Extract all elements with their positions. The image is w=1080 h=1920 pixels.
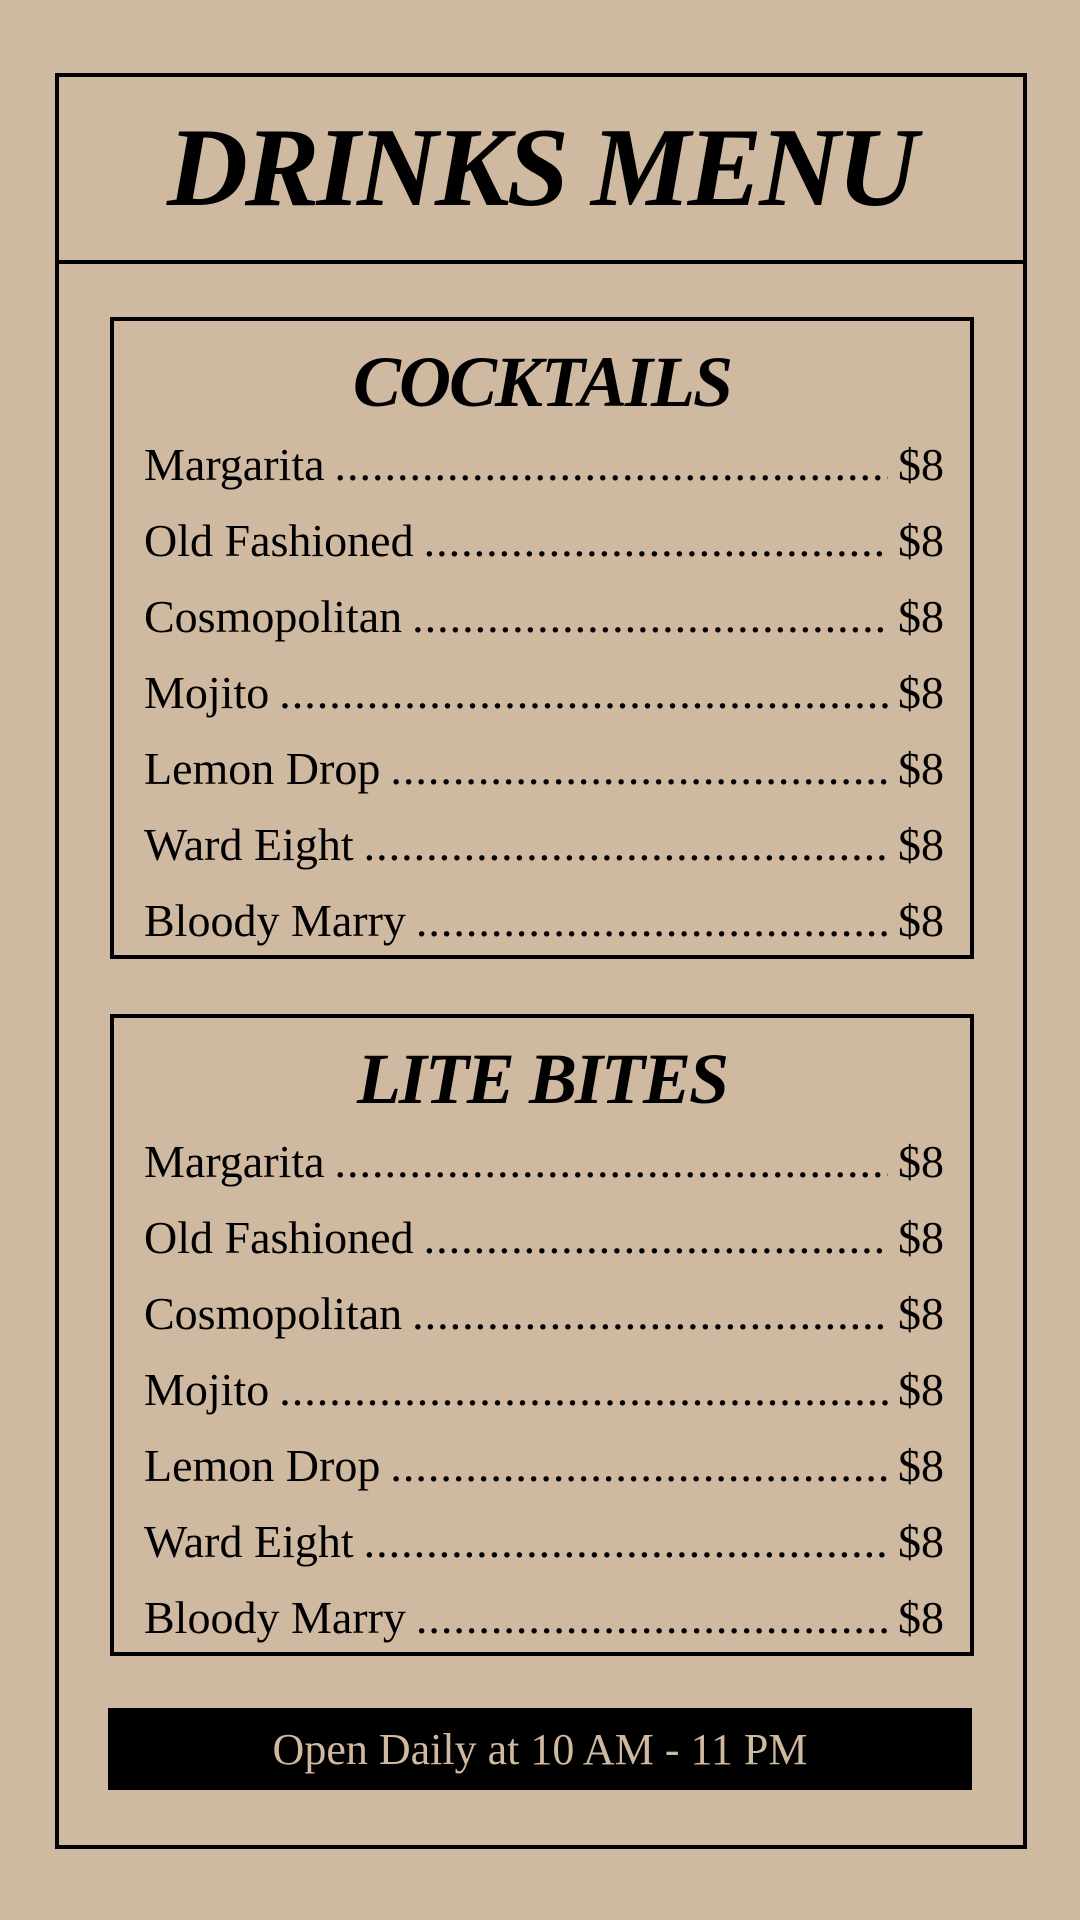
dot-leader <box>335 1124 888 1200</box>
item-price: $8 <box>898 743 944 794</box>
item-price: $8 <box>898 439 944 490</box>
dot-leader <box>364 1504 888 1580</box>
menu-item: Bloody Marry $8 <box>144 883 944 959</box>
dot-leader <box>416 1580 888 1656</box>
section-title: LITE BITES <box>356 1039 729 1119</box>
item-name: Cosmopolitan <box>144 1288 403 1339</box>
dot-leader <box>390 731 888 807</box>
dot-leader <box>335 427 888 503</box>
item-name: Old Fashioned <box>144 515 414 566</box>
dot-leader <box>416 883 888 959</box>
item-price: $8 <box>898 591 944 642</box>
item-name: Margarita <box>144 439 325 490</box>
menu-item: Cosmopolitan $8 <box>144 579 944 655</box>
menu-item: Mojito $8 <box>144 655 944 731</box>
menu-item: Lemon Drop $8 <box>144 1428 944 1504</box>
item-price: $8 <box>898 819 944 870</box>
dot-leader <box>412 579 888 655</box>
item-name: Old Fashioned <box>144 1212 414 1263</box>
section-title: COCKTAILS <box>352 342 733 422</box>
menu-item: Old Fashioned $8 <box>144 1200 944 1276</box>
item-price: $8 <box>898 515 944 566</box>
dot-leader <box>424 503 888 579</box>
dot-leader <box>364 807 888 883</box>
item-price: $8 <box>898 1136 944 1187</box>
item-list: Margarita $8 Old Fashioned $8 Cosmopolitan $8… <box>144 427 944 959</box>
menu-item: Old Fashioned $8 <box>144 503 944 579</box>
item-price: $8 <box>898 1440 944 1491</box>
item-name: Margarita <box>144 1136 325 1187</box>
menu-item: Ward Eight $8 <box>144 807 944 883</box>
dot-leader <box>412 1276 888 1352</box>
menu-item: Mojito $8 <box>144 1352 944 1428</box>
menu-item: Margarita $8 <box>144 427 944 503</box>
item-price: $8 <box>898 1364 944 1415</box>
menu-item: Lemon Drop $8 <box>144 731 944 807</box>
item-name: Bloody Marry <box>144 1592 406 1643</box>
item-price: $8 <box>898 1212 944 1263</box>
item-name: Mojito <box>144 667 270 718</box>
item-price: $8 <box>898 1288 944 1339</box>
item-name: Mojito <box>144 1364 270 1415</box>
title-row: DRINKS MENU <box>59 77 1023 264</box>
menu-item: Ward Eight $8 <box>144 1504 944 1580</box>
page-title: DRINKS MENU <box>166 106 918 230</box>
item-name: Lemon Drop <box>144 743 381 794</box>
dot-leader <box>279 1352 888 1428</box>
hours-text: Open Daily at 10 AM - 11 PM <box>272 1724 808 1774</box>
item-list: Margarita $8 Old Fashioned $8 Cosmopolitan $8… <box>144 1124 944 1656</box>
dot-leader <box>390 1428 888 1504</box>
dot-leader <box>424 1200 888 1276</box>
hours-banner: Open Daily at 10 AM - 11 PM <box>108 1708 972 1790</box>
item-price: $8 <box>898 895 944 946</box>
item-price: $8 <box>898 1516 944 1567</box>
menu-item: Cosmopolitan $8 <box>144 1276 944 1352</box>
item-name: Cosmopolitan <box>144 591 403 642</box>
menu-item: Bloody Marry $8 <box>144 1580 944 1656</box>
item-name: Bloody Marry <box>144 895 406 946</box>
item-price: $8 <box>898 667 944 718</box>
dot-leader <box>279 655 888 731</box>
item-name: Ward Eight <box>144 1516 354 1567</box>
item-price: $8 <box>898 1592 944 1643</box>
item-name: Lemon Drop <box>144 1440 381 1491</box>
menu-item: Margarita $8 <box>144 1124 944 1200</box>
item-name: Ward Eight <box>144 819 354 870</box>
